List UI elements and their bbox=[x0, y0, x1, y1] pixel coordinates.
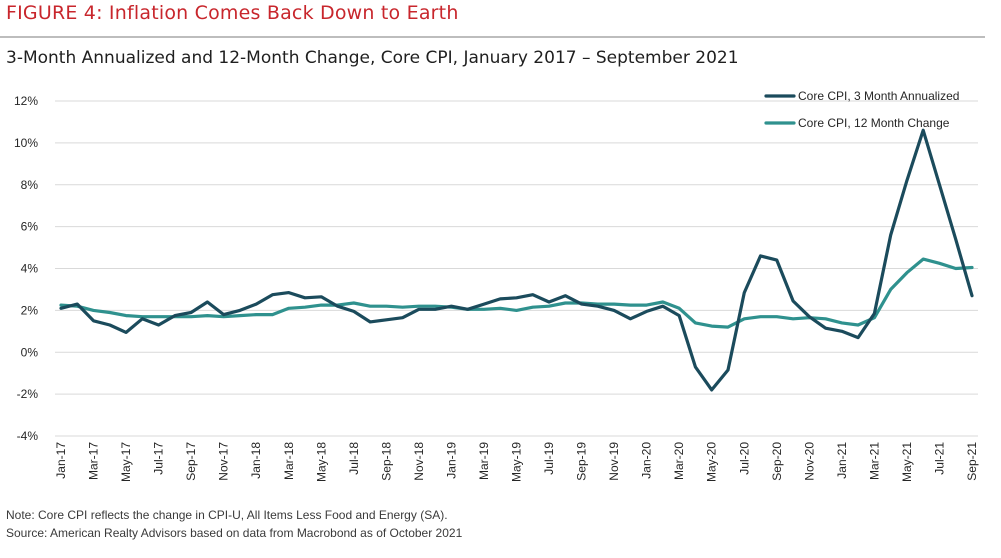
title-divider bbox=[0, 36, 985, 38]
y-tick-label: 2% bbox=[21, 303, 39, 317]
x-tick-label: Jul-19 bbox=[542, 442, 556, 475]
x-tick-label: May-17 bbox=[119, 442, 133, 482]
x-tick-label: Mar-21 bbox=[867, 442, 881, 480]
x-tick-label: Sep-19 bbox=[575, 442, 589, 481]
x-tick-label: Jan-21 bbox=[835, 442, 849, 479]
x-tick-label: Mar-20 bbox=[672, 442, 686, 480]
x-tick-label: Sep-20 bbox=[770, 442, 784, 481]
y-tick-label: 10% bbox=[14, 136, 38, 150]
y-tick-label: 0% bbox=[21, 345, 39, 359]
y-axis: -4% -2% 0% 2% 4% 6% 8% 10% 12% bbox=[14, 94, 38, 443]
x-tick-label: Nov-18 bbox=[412, 442, 426, 481]
chart-subtitle: 3-Month Annualized and 12-Month Change, … bbox=[6, 48, 739, 68]
x-tick-label: Jul-20 bbox=[737, 442, 751, 475]
x-tick-label: Jan-18 bbox=[249, 442, 263, 479]
x-tick-label: Nov-19 bbox=[607, 442, 621, 481]
figure-label: FIGURE 4: Inflation Comes Back Down to E… bbox=[6, 2, 459, 24]
legend-label: Core CPI, 12 Month Change bbox=[798, 116, 950, 130]
chart-source: Source: American Realty Advisors based o… bbox=[6, 526, 463, 540]
y-tick-label: -4% bbox=[17, 429, 39, 443]
x-tick-label: May-20 bbox=[705, 442, 719, 482]
x-tick-label: Nov-17 bbox=[217, 442, 231, 481]
legend-label: Core CPI, 3 Month Annualized bbox=[798, 89, 959, 103]
chart-note: Note: Core CPI reflects the change in CP… bbox=[6, 508, 448, 522]
legend: Core CPI, 3 Month Annualized Core CPI, 12… bbox=[764, 89, 959, 130]
series-line-12-month-change bbox=[59, 257, 974, 329]
x-tick-label: May-19 bbox=[510, 442, 524, 482]
series-line-3-month-annualized bbox=[59, 128, 974, 392]
x-axis: Jan-17 Mar-17 May-17 Jul-17 Sep-17 Nov-17 Jan-… bbox=[54, 442, 979, 482]
y-tick-label: 12% bbox=[14, 94, 38, 108]
x-tick-label: Nov-20 bbox=[802, 442, 816, 481]
x-tick-label: May-18 bbox=[314, 442, 328, 482]
x-tick-label: Mar-18 bbox=[282, 442, 296, 480]
line-chart: -4% -2% 0% 2% 4% 6% 8% 10% 12% Jan-17 Mar-17 May-1… bbox=[14, 89, 979, 482]
x-tick-label: Jan-19 bbox=[444, 442, 458, 479]
x-tick-label: Jul-17 bbox=[152, 442, 166, 475]
x-tick-label: Jan-17 bbox=[54, 442, 68, 479]
x-tick-label: Mar-17 bbox=[87, 442, 101, 480]
gridlines bbox=[55, 100, 978, 437]
y-tick-label: 8% bbox=[21, 178, 39, 192]
x-tick-label: Jul-18 bbox=[347, 442, 361, 475]
x-tick-label: Jul-21 bbox=[932, 442, 946, 475]
x-tick-label: Sep-18 bbox=[379, 442, 393, 481]
series-lines bbox=[59, 128, 974, 392]
x-tick-label: May-21 bbox=[900, 442, 914, 482]
x-tick-label: Jan-20 bbox=[640, 442, 654, 479]
x-tick-label: Mar-19 bbox=[477, 442, 491, 480]
y-tick-label: -2% bbox=[17, 387, 39, 401]
x-tick-label: Sep-17 bbox=[184, 442, 198, 481]
x-tick-label: Sep-21 bbox=[965, 442, 979, 481]
y-tick-label: 6% bbox=[21, 220, 39, 234]
y-tick-label: 4% bbox=[21, 262, 39, 276]
